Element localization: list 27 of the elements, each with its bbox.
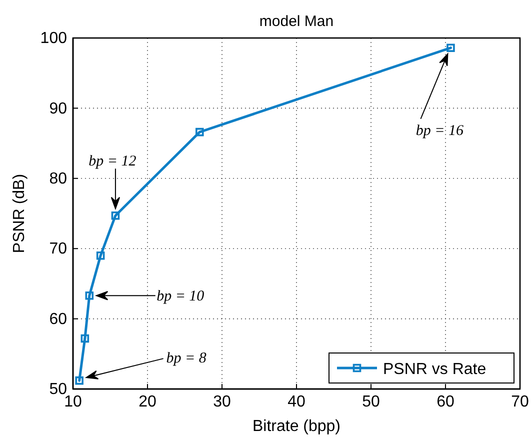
annotation: bp = 12	[88, 154, 137, 170]
annotation: bp = 16	[416, 122, 464, 139]
x-tick-label: 70	[511, 393, 529, 410]
x-tick-label: 10	[64, 393, 82, 410]
x-tick-label: 20	[138, 393, 156, 410]
point	[111, 211, 120, 220]
chart-title: model Man	[259, 13, 334, 30]
annotation: bp = 8	[166, 350, 207, 367]
y-tick-label: 80	[49, 170, 68, 188]
x-tick-label: 60	[436, 393, 454, 410]
y-tick-label: 100	[40, 30, 68, 48]
point	[446, 44, 455, 52]
y-tick-label: 70	[49, 240, 68, 258]
y-tick-label: 90	[49, 100, 68, 118]
x-axis-title: Bitrate (bpp)	[252, 418, 341, 435]
y-axis-title: PSNR (dB)	[11, 174, 28, 254]
point	[96, 251, 105, 260]
annotation: bp = 10	[156, 288, 205, 305]
point	[80, 334, 90, 343]
point	[75, 376, 84, 385]
x-tick-label: 30	[213, 393, 231, 410]
legend-label: PSNR vs Rate	[383, 361, 486, 378]
point	[196, 128, 204, 136]
point	[85, 291, 94, 300]
x-tick-label: 50	[362, 393, 380, 410]
x-tick-label: 40	[288, 393, 306, 410]
y-tick-label: 60	[49, 310, 68, 328]
